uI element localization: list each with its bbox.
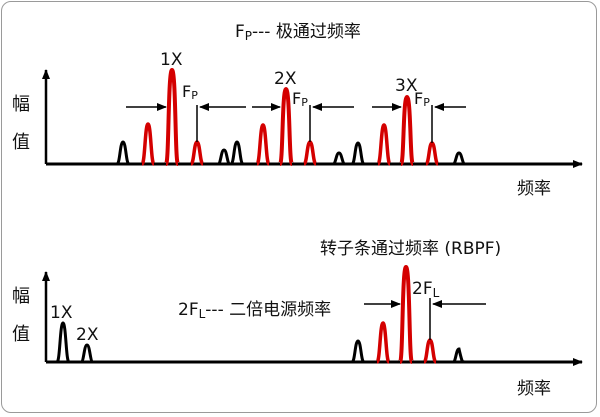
top-fp-label-2: FP — [292, 89, 308, 109]
bottom-x-label: 频率 — [517, 379, 551, 399]
bottom-peak-black-a — [350, 339, 366, 364]
top-peak-red-2a — [255, 123, 271, 166]
top-y-label-1: 幅 — [12, 94, 30, 115]
top-peak-black-2a — [217, 148, 231, 166]
bottom-y-label-2: 值 — [12, 324, 30, 345]
top-fp-label-3: FP — [414, 89, 430, 109]
top-peak-black-1 — [115, 140, 131, 166]
bottom-peak-rbpf — [398, 264, 414, 364]
top-harmonic-label-3x: 3X — [395, 76, 418, 96]
top-peak-red-3a — [376, 123, 392, 166]
top-peak-red-2x — [278, 86, 294, 166]
top-peak-red-3x — [399, 94, 415, 166]
bottom-peak-2x — [80, 343, 94, 364]
top-peak-black-3a — [332, 151, 346, 166]
bottom-harmonic-label-2x: 2X — [76, 325, 99, 345]
top-fp-label-1: FP — [182, 82, 198, 102]
top-peak-red-1a — [140, 122, 156, 166]
bottom-peak-1x — [55, 321, 71, 364]
bottom-peak-red-a — [375, 321, 391, 364]
top-peak-red-1c — [189, 140, 205, 166]
bottom-peak-red-c — [422, 338, 438, 364]
top-peak-black-2b — [229, 140, 245, 166]
bottom-peak-black-c — [452, 347, 466, 364]
top-peak-red-2c — [302, 140, 318, 166]
rbpf-label: 转子条通过频率 (RBPF) — [320, 239, 501, 259]
fl-legend: 2FL--- 二倍电源频率 — [178, 300, 331, 321]
top-harmonic-label-2x: 2X — [274, 69, 297, 89]
bottom-sideband-label: 2FL — [412, 279, 440, 300]
bottom-y-label-1: 幅 — [12, 286, 30, 307]
top-x-label: 频率 — [517, 179, 551, 199]
top-peak-black-3b — [350, 141, 366, 166]
top-peak-black-3c — [452, 151, 466, 166]
bottom-harmonic-label-1x: 1X — [50, 303, 73, 323]
top-peak-red-1x — [164, 67, 180, 166]
top-legend: FP--- 极通过频率 — [235, 22, 361, 43]
top-peak-red-3c — [424, 141, 440, 166]
top-y-label-2: 值 — [12, 132, 30, 153]
top-harmonic-label-1x: 1X — [160, 50, 183, 70]
